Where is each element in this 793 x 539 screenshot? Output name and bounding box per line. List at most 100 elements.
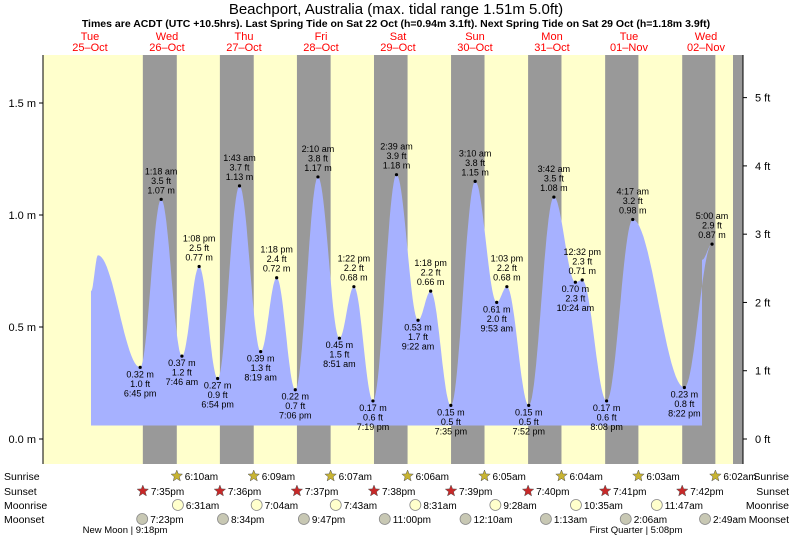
row-label-left: Moonset [4, 514, 44, 526]
tide-label: 1.17 m [304, 163, 332, 173]
tide-label: 6:54 pm [201, 400, 234, 410]
tide-label: 0.15 m [437, 407, 465, 417]
tide-point [371, 399, 375, 403]
right-tick-label: 3 ft [755, 229, 770, 241]
left-tick-label: 0.5 m [8, 322, 36, 334]
tide-point [552, 195, 556, 199]
sunset-icon [367, 484, 381, 497]
moonset-icon [540, 513, 552, 525]
tide-point [473, 179, 477, 183]
tide-label: 0.98 m [619, 205, 647, 215]
tide-point [259, 350, 263, 354]
tide-point [416, 318, 420, 322]
tide-label: 0.70 m [562, 284, 590, 294]
moonrise-icon [489, 499, 502, 511]
moon-phase-label: New Moon | 9:18pm [83, 525, 168, 536]
tide-label: 2.4 ft [267, 254, 288, 264]
header: Beachport, Australia (max. tidal range 1… [82, 1, 710, 30]
tide-point [352, 285, 356, 289]
tide-label: 3:10 am [459, 148, 492, 158]
sunrise-icon [478, 469, 491, 482]
tide-label: 0.22 m [282, 392, 310, 402]
right-tick-label: 5 ft [755, 93, 770, 105]
tide-label: 1.0 ft [130, 379, 151, 389]
right-tick-label: 0 ft [755, 434, 770, 446]
moonrise-icon [570, 499, 582, 511]
tide-label: 0.9 ft [208, 390, 229, 400]
tide-label: 0.5 ft [519, 417, 540, 427]
day-name: Mon [541, 31, 562, 43]
day-name: Thu [235, 31, 254, 43]
moonset-time: 2:06am [634, 515, 667, 526]
tide-label: 8:51 am [323, 359, 356, 369]
left-tick-label: 1.5 m [8, 98, 36, 110]
tide-label: 8:19 am [244, 373, 277, 383]
sunrise-time: 6:09am [262, 472, 295, 483]
moonset-icon [136, 513, 149, 525]
tide-label: 0.5 ft [441, 417, 462, 427]
tide-label: 7:35 pm [435, 426, 468, 436]
sunrise-icon [170, 469, 184, 482]
tide-label: 3.9 ft [386, 151, 407, 161]
day-date: 31–Oct [534, 42, 569, 54]
day-name: Fri [315, 31, 328, 43]
day-headers: Tue25–OctWed26–OctThu27–OctFri28–OctSat2… [72, 31, 725, 54]
moonset-time: 1:13am [554, 515, 587, 526]
tide-label: 1:43 am [223, 153, 256, 163]
day-name: Wed [695, 31, 717, 43]
sunset-time: 7:36pm [228, 487, 261, 498]
sunset-time: 7:37pm [305, 487, 338, 498]
sunset-time: 7:41pm [613, 487, 646, 498]
tide-point [216, 376, 220, 381]
chart-title: Beachport, Australia (max. tidal range 1… [229, 1, 563, 18]
sunset-icon [444, 484, 458, 497]
sunrise-time: 6:06am [416, 472, 449, 483]
tide-label: 2:39 am [380, 142, 413, 152]
sunset-icon [675, 484, 689, 497]
tide-label: 3.8 ft [308, 153, 329, 163]
moonset-time: 2:49am [713, 515, 746, 526]
tide-label: 0.39 m [247, 354, 275, 364]
sunset-time: 7:35pm [151, 487, 184, 498]
tide-label: 7:19 pm [357, 422, 390, 432]
moon-phase-label: First Quarter | 5:08pm [590, 525, 683, 536]
right-tick-label: 1 ft [755, 366, 770, 378]
tide-label: 0.7 ft [285, 401, 306, 411]
tide-point [682, 385, 686, 390]
tide-point [505, 285, 509, 289]
tide-labels: 0.32 m1.0 ft6:45 pm1:18 am3.5 ft1.07 m0.… [124, 142, 728, 437]
tide-area [91, 174, 712, 426]
tide-point [316, 175, 320, 179]
moonrise-time: 9:28am [503, 501, 536, 512]
row-label-right: Sunrise [753, 471, 789, 483]
sunset-icon [290, 484, 304, 497]
tide-label: 0.71 m [568, 266, 596, 276]
tide-label: 1.5 ft [329, 350, 350, 360]
right-margin [733, 55, 743, 464]
tide-label: 1.2 ft [172, 368, 193, 378]
sunrise-time: 6:10am [185, 472, 218, 483]
tide-label: 3.5 ft [151, 176, 172, 186]
row-label-left: Sunrise [4, 471, 40, 483]
sunset-icon [136, 484, 150, 497]
day-name: Sat [390, 31, 407, 43]
tide-label: 2.5 ft [189, 243, 210, 253]
moonrise-time: 6:31am [186, 501, 219, 512]
sunrise-time: 6:04am [569, 472, 602, 483]
left-tick-label: 1.0 m [8, 210, 36, 222]
tide-label: 2.3 ft [565, 294, 586, 304]
left-tick-label: 0.0 m [8, 434, 36, 446]
tide-point [573, 280, 577, 284]
tide-label: 10:24 am [557, 303, 595, 313]
sunrise-icon [555, 469, 568, 482]
day-date: 29–Oct [380, 42, 415, 54]
tide-label: 5:00 am [696, 211, 729, 221]
tide-label: 3.2 ft [623, 196, 644, 206]
tide-point [449, 403, 453, 407]
tide-label: 2.2 ft [421, 268, 442, 278]
moonset-time: 11:00pm [393, 515, 431, 526]
tide-point [527, 403, 531, 407]
tide-label: 3:42 am [538, 164, 571, 174]
tide-label: 9:53 am [480, 323, 513, 333]
